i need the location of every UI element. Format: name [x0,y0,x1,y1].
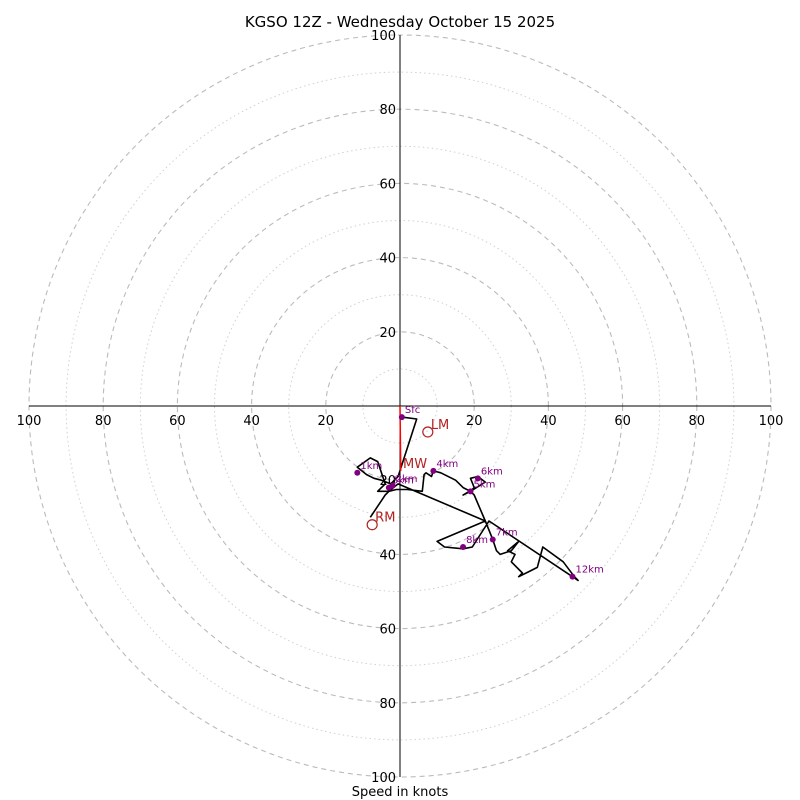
km-marker-dot [385,484,392,491]
km-marker-dot [354,469,361,476]
x-tick-label: 80 [95,414,112,429]
km-marker-label: 3km [392,476,414,487]
storm-motion-label: RM [375,511,395,526]
chart-title: KGSO 12Z - Wednesday October 15 2025 [245,13,555,31]
y-tick-label: 60 [379,623,396,638]
storm-motion-markers: LM RM MW [366,418,449,531]
y-tick-label: 80 [379,103,396,118]
y-tick-label: 20 [379,326,396,341]
km-marker-label: 7km [496,528,518,539]
x-tick-label: 100 [759,414,784,429]
x-tick-label: 60 [614,414,631,429]
storm-motion-marker [422,426,434,438]
km-marker-dot [569,573,576,580]
tick-labels: 100 80 60 40 20 20 40 60 80 100204060801002040608… [17,29,784,786]
x-tick-label: 80 [689,414,706,429]
km-marker-dot [398,414,405,421]
y-tick-label: 100 [371,771,396,786]
km-marker-dot [430,467,437,474]
x-tick-label: 40 [243,414,260,429]
hodograph-trace [356,416,579,582]
x-tick-label: 40 [540,414,557,429]
km-marker-dot [489,536,496,543]
km-marker-label: 2km [396,474,418,485]
x-axis-label: Speed in knots [352,785,449,800]
km-marker-label: 8km [466,535,488,546]
storm-motion-marker [366,519,378,531]
km-marker-dot [474,475,481,482]
storm-motion-label: MW [403,457,427,472]
y-tick-label: 80 [379,697,396,712]
km-marker-dot [460,543,467,550]
y-tick-label: 100 [371,29,396,44]
x-tick-label: 100 [17,414,42,429]
km-marker-label: 4km [436,459,458,470]
y-tick-label: 60 [379,177,396,192]
y-tick-label: 40 [379,548,396,563]
x-tick-label: 60 [169,414,186,429]
km-marker-label: 6km [481,466,503,477]
km-marker-label: 12km [576,565,604,576]
storm-motion-label: LM [431,418,449,433]
km-marker-label: 1km [360,461,382,472]
hodograph-line [356,416,579,582]
x-tick-label: 20 [466,414,483,429]
x-tick-label: 20 [318,414,335,429]
y-tick-label: 40 [379,252,396,267]
km-marker-label: Sfc [405,405,420,416]
km-marker-dot [467,488,474,495]
km-marker-label: 5km [473,479,495,490]
